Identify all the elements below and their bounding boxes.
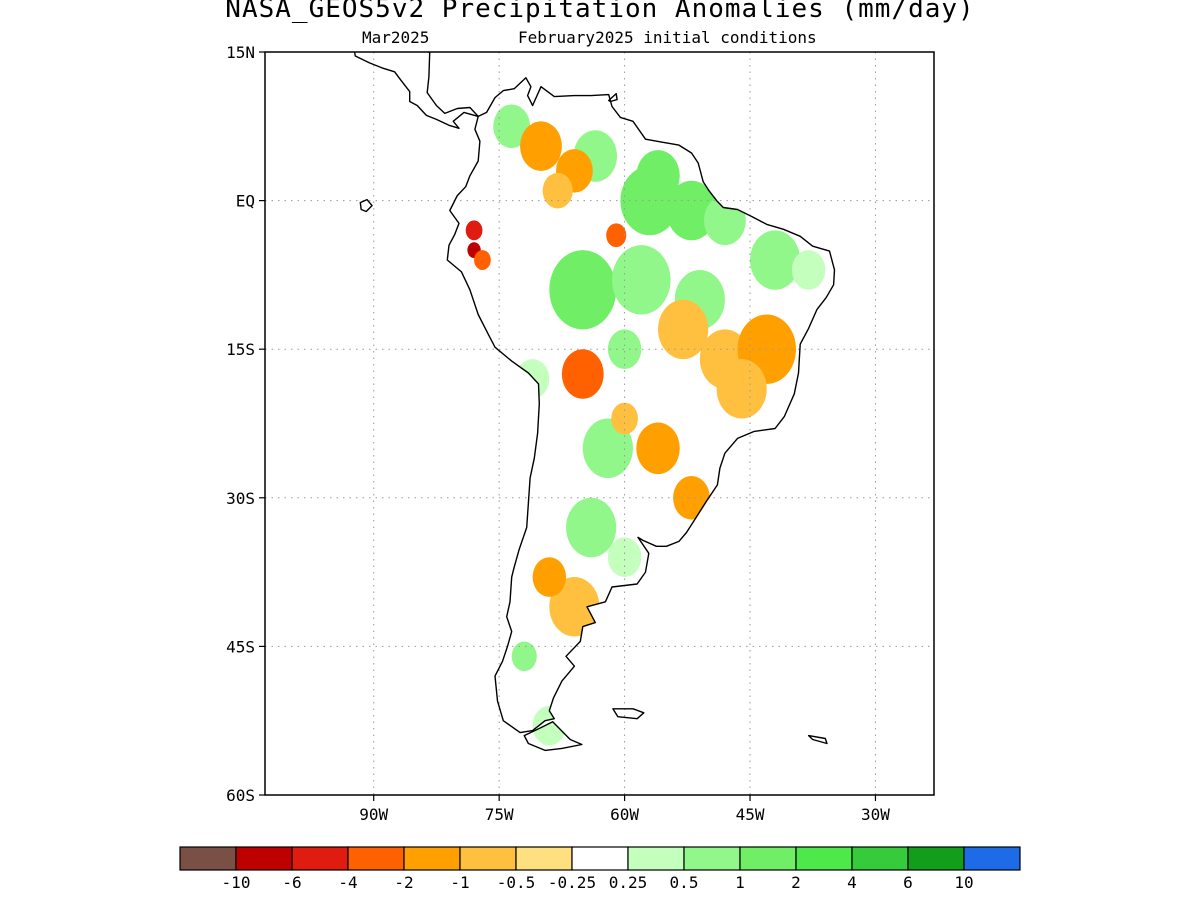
colorbar-label: 0.25: [609, 873, 648, 892]
initial-conditions: February2025 initial conditions: [518, 28, 817, 47]
colorbar-box: [179, 846, 237, 871]
anomaly-patch: [607, 537, 642, 578]
anomaly-patch: [515, 359, 550, 399]
lon-tick-label: 60W: [610, 805, 639, 824]
colorbar-label: -1: [450, 873, 469, 892]
axis-ticks: 15N EQ 15S 30S 45S 60S 90W 75W 60W 45W 30W: [226, 43, 890, 824]
anomaly-patch: [542, 172, 573, 209]
anomaly-patch: [658, 299, 709, 360]
coastline: [359, 198, 373, 213]
colorbar-box: [851, 846, 909, 871]
colorbar-box: [235, 846, 293, 871]
coastline: [608, 92, 618, 103]
colorbar-box: [627, 846, 685, 871]
colorbar-box: [515, 846, 573, 871]
anomaly-patch: [549, 577, 600, 637]
colorbar-box: [291, 846, 349, 871]
lon-tick-label: 30W: [861, 805, 890, 824]
colorbar: -10 -6 -4 -2 -1 -0.5 -0.25 0.25 0.5 1 2 4 6 10: [179, 846, 1021, 892]
coastlines: [353, 52, 836, 752]
anomaly-patch: [532, 557, 567, 597]
anomaly-patch: [716, 359, 767, 419]
colorbar-label: 10: [954, 873, 973, 892]
lat-tick-label: 30S: [226, 489, 255, 508]
map-frame: [264, 51, 935, 796]
forecast-month: Mar2025: [362, 28, 430, 47]
coastline: [612, 708, 645, 720]
anomaly-patch: [511, 641, 537, 672]
colorbar-box: [459, 846, 517, 871]
lat-tick-label: 45S: [226, 637, 255, 656]
colorbar-box: [403, 846, 461, 871]
lon-tick-label: 75W: [485, 805, 514, 824]
anomaly-fill: [352, 52, 835, 751]
lat-tick-label: EQ: [236, 192, 255, 211]
colorbar-label: 4: [847, 873, 857, 892]
anomaly-patch: [704, 195, 746, 246]
colorbar-label: 1: [735, 873, 745, 892]
coastline: [807, 734, 828, 745]
colorbar-label: -0.5: [497, 873, 536, 892]
colorbar-label: -2: [394, 873, 413, 892]
lon-tick-label: 90W: [359, 805, 388, 824]
colorbar-label: 2: [791, 873, 801, 892]
colorbar-box: [963, 846, 1021, 871]
colorbar-label: -0.25: [548, 873, 596, 892]
colorbar-label: -10: [222, 873, 251, 892]
colorbar-box: [739, 846, 797, 871]
coastline: [523, 721, 583, 752]
colorbar-box: [795, 846, 853, 871]
colorbar-box: [683, 846, 741, 871]
anomaly-patch: [750, 230, 801, 290]
colorbar-box: [907, 846, 965, 871]
lon-tick-label: 45W: [736, 805, 765, 824]
colorbar-label: -4: [338, 873, 357, 892]
anomaly-patch: [465, 220, 483, 241]
anomaly-patch: [611, 402, 638, 435]
anomaly-patch: [791, 250, 826, 290]
lat-tick-label: 15N: [226, 43, 255, 62]
lat-tick-label: 15S: [226, 340, 255, 359]
anomaly-patch: [566, 497, 617, 558]
colorbar-box: [347, 846, 405, 871]
anomaly-patch: [493, 104, 531, 149]
anomaly-patch: [666, 180, 717, 241]
anomaly-patch: [636, 422, 680, 475]
colorbar-label: -6: [282, 873, 301, 892]
coastline: [353, 52, 479, 129]
colorbar-label: 0.5: [670, 873, 699, 892]
coastline: [446, 77, 836, 734]
anomaly-patch: [673, 476, 710, 520]
lat-lon-grid: [265, 52, 934, 795]
anomaly-patch: [549, 250, 617, 330]
anomaly-patch: [561, 349, 604, 399]
anomaly-patch: [520, 121, 562, 171]
colorbar-label: 6: [903, 873, 913, 892]
anomaly-patch: [612, 245, 671, 315]
anomaly-patch: [607, 329, 642, 370]
lat-tick-label: 60S: [226, 786, 255, 805]
map-content: [265, 52, 934, 795]
anomaly-patch: [474, 250, 491, 270]
anomaly-patch: [606, 223, 627, 248]
map-title: NASA_GEOS5v2 Precipitation Anomalies (mm…: [225, 0, 975, 24]
colorbar-box: [571, 846, 629, 871]
